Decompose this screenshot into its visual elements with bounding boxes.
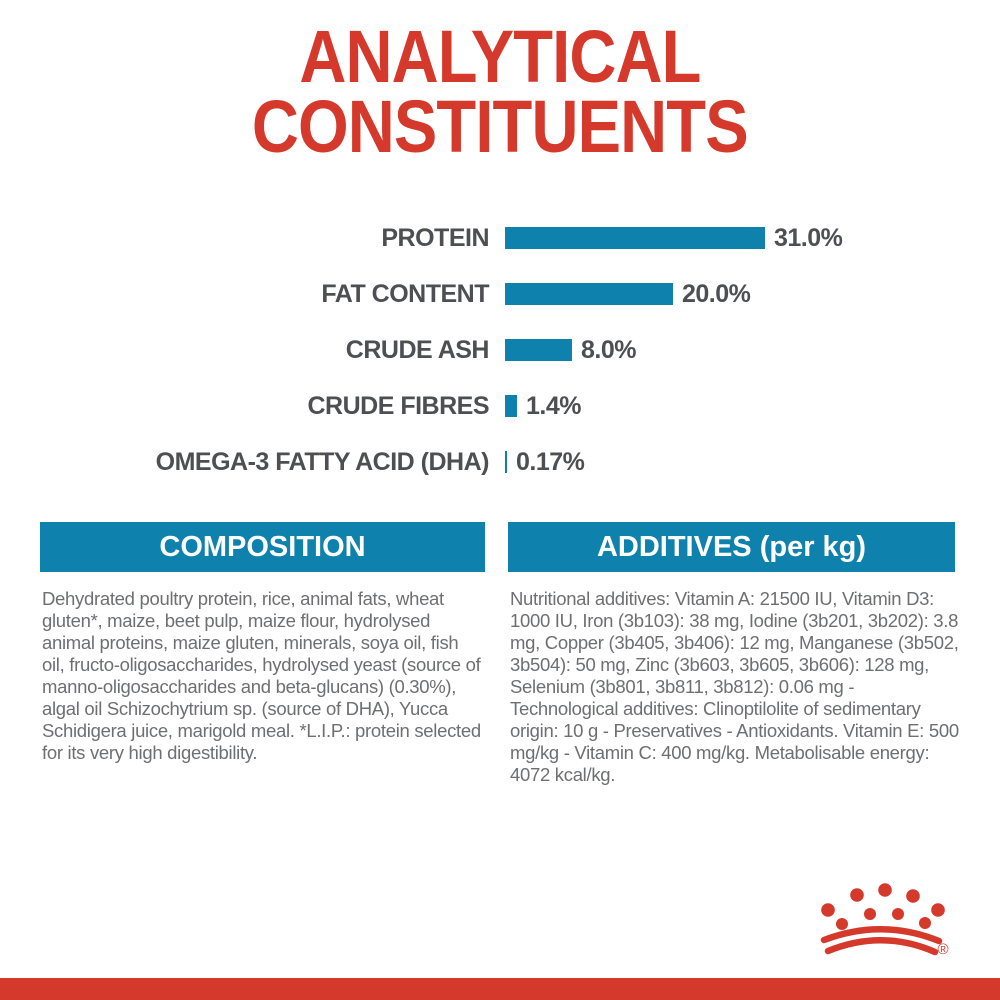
registered-mark: ® xyxy=(937,941,948,958)
chart-row: CRUDE ASH 8.0% xyxy=(40,335,960,364)
chart-row: PROTEIN 31.0% xyxy=(40,223,960,252)
chart-value-label: 20.0% xyxy=(682,279,751,308)
chart-bar xyxy=(505,283,673,305)
additives-body: Nutritional additives: Vitamin A: 21500 … xyxy=(510,588,959,785)
chart-category-label: OMEGA-3 FATTY ACID (DHA) xyxy=(155,447,490,476)
brand-stripe xyxy=(0,978,1000,1000)
royal-canin-crown-icon: ® xyxy=(820,883,949,958)
composition-body: Dehydrated poultry protein, rice, animal… xyxy=(42,588,481,763)
page-title-line-1: ANALYTICAL xyxy=(299,15,701,98)
chart-bar xyxy=(505,339,572,361)
chart-value-label: 31.0% xyxy=(774,223,843,252)
chart-value-label: 8.0% xyxy=(581,335,636,364)
chart-category-label: CRUDE FIBRES xyxy=(307,391,489,420)
composition-header-label: COMPOSITION xyxy=(159,530,366,563)
chart-bar xyxy=(505,395,517,417)
page-title-line-2: CONSTITUENTS xyxy=(252,85,749,168)
chart-row: FAT CONTENT 20.0% xyxy=(40,279,960,308)
composition-header: COMPOSITION xyxy=(40,522,485,572)
additives-header-label: ADDITIVES (per kg) xyxy=(596,530,867,563)
chart-category-label: CRUDE ASH xyxy=(345,335,490,364)
chart-bar xyxy=(505,451,507,473)
chart-row: CRUDE FIBRES 1.4% xyxy=(40,391,960,420)
chart-row: OMEGA-3 FATTY ACID (DHA) 0.17% xyxy=(40,447,960,476)
chart-value-label: 1.4% xyxy=(526,391,581,420)
analytical-chart: PROTEIN 31.0% FAT CONTENT 20.0% CRUDE ASH 8.0… xyxy=(40,223,960,506)
chart-value-label: 0.17% xyxy=(516,447,585,476)
chart-category-label: FAT CONTENT xyxy=(321,279,489,308)
chart-category-label: PROTEIN xyxy=(381,223,489,252)
page-title: ANALYTICAL CONSTITUENTS xyxy=(0,15,1000,168)
additives-header: ADDITIVES (per kg) xyxy=(508,522,955,572)
chart-bar xyxy=(505,227,765,249)
